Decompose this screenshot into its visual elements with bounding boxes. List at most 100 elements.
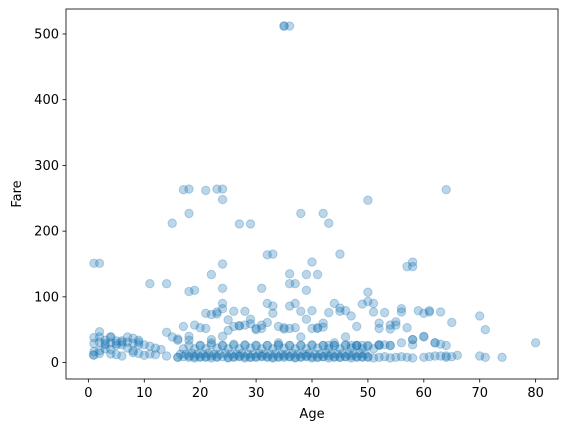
data-point (167, 218, 177, 228)
data-point (201, 351, 211, 362)
data-point (368, 344, 379, 354)
data-point (203, 348, 214, 359)
data-point (279, 324, 289, 334)
data-point (223, 315, 233, 325)
data-point (173, 334, 183, 344)
data-point (363, 352, 373, 363)
data-point (100, 335, 110, 345)
data-point (318, 322, 328, 332)
data-point (396, 303, 407, 314)
data-point (357, 340, 368, 351)
data-point (145, 279, 155, 289)
data-point (318, 318, 328, 328)
data-point (262, 298, 272, 309)
data-point (368, 298, 379, 309)
data-point (217, 194, 228, 205)
data-point (229, 306, 239, 317)
data-point (335, 352, 345, 363)
data-point (268, 249, 278, 259)
data-point (240, 320, 250, 330)
data-point (346, 351, 356, 361)
data-point (335, 303, 345, 313)
data-point (284, 269, 295, 279)
data-point (256, 283, 267, 294)
data-point (284, 301, 295, 311)
data-point (335, 352, 345, 363)
data-point (189, 344, 200, 354)
data-point (245, 319, 256, 329)
data-point (357, 299, 368, 309)
data-point (217, 351, 228, 362)
data-point (396, 338, 407, 348)
data-point (301, 344, 312, 354)
data-point (296, 340, 306, 351)
data-point (374, 340, 384, 350)
data-point (290, 344, 300, 354)
data-point (178, 351, 189, 362)
data-point (198, 349, 208, 359)
y-tick-label: 200 (34, 225, 59, 240)
data-point (301, 351, 312, 361)
data-point (340, 351, 351, 362)
data-point (117, 337, 127, 347)
data-point (184, 286, 194, 297)
data-point (201, 344, 211, 354)
x-tick-label: 40 (304, 386, 321, 401)
data-point (187, 348, 197, 359)
data-point (324, 307, 334, 318)
data-point (301, 285, 312, 295)
x-tick-label: 50 (360, 386, 377, 401)
y-tick-label: 400 (34, 93, 59, 108)
data-point (290, 353, 300, 363)
data-point (273, 321, 284, 332)
data-point (530, 338, 541, 348)
data-point (385, 340, 395, 351)
data-point (128, 346, 138, 356)
data-point (201, 308, 211, 318)
data-point (220, 348, 231, 359)
data-point (424, 351, 435, 362)
x-tick-label: 10 (136, 386, 153, 401)
data-point (217, 331, 228, 341)
data-point (301, 351, 312, 362)
data-point (324, 351, 334, 361)
data-point (402, 261, 412, 272)
data-point (256, 344, 267, 354)
data-point (340, 332, 351, 342)
data-point (312, 269, 323, 280)
data-point (128, 338, 138, 349)
data-point (240, 340, 250, 350)
data-point (111, 340, 122, 351)
data-point (100, 344, 110, 354)
data-point (307, 351, 317, 362)
data-point (407, 257, 418, 267)
data-point (379, 340, 390, 350)
data-point (212, 351, 222, 362)
data-point (178, 321, 189, 332)
data-point (234, 351, 245, 361)
data-point (139, 350, 149, 361)
data-point (298, 349, 309, 359)
data-point (315, 349, 326, 359)
data-point (240, 351, 250, 362)
data-point (396, 351, 407, 362)
data-point (201, 323, 211, 334)
data-point (396, 307, 407, 317)
data-point (360, 349, 370, 359)
data-point (206, 338, 217, 348)
data-point (374, 352, 384, 363)
data-point (195, 323, 205, 333)
data-point (251, 325, 261, 335)
y-tick-label: 100 (34, 290, 59, 305)
data-point (357, 351, 368, 362)
data-point (475, 351, 485, 361)
data-point (318, 340, 328, 351)
data-point (335, 249, 345, 259)
data-point (276, 349, 286, 359)
data-point (273, 340, 284, 351)
data-point (290, 352, 300, 363)
data-point (340, 340, 351, 351)
x-axis-label: Age (299, 407, 324, 422)
data-point (447, 351, 457, 362)
data-point (284, 351, 295, 362)
